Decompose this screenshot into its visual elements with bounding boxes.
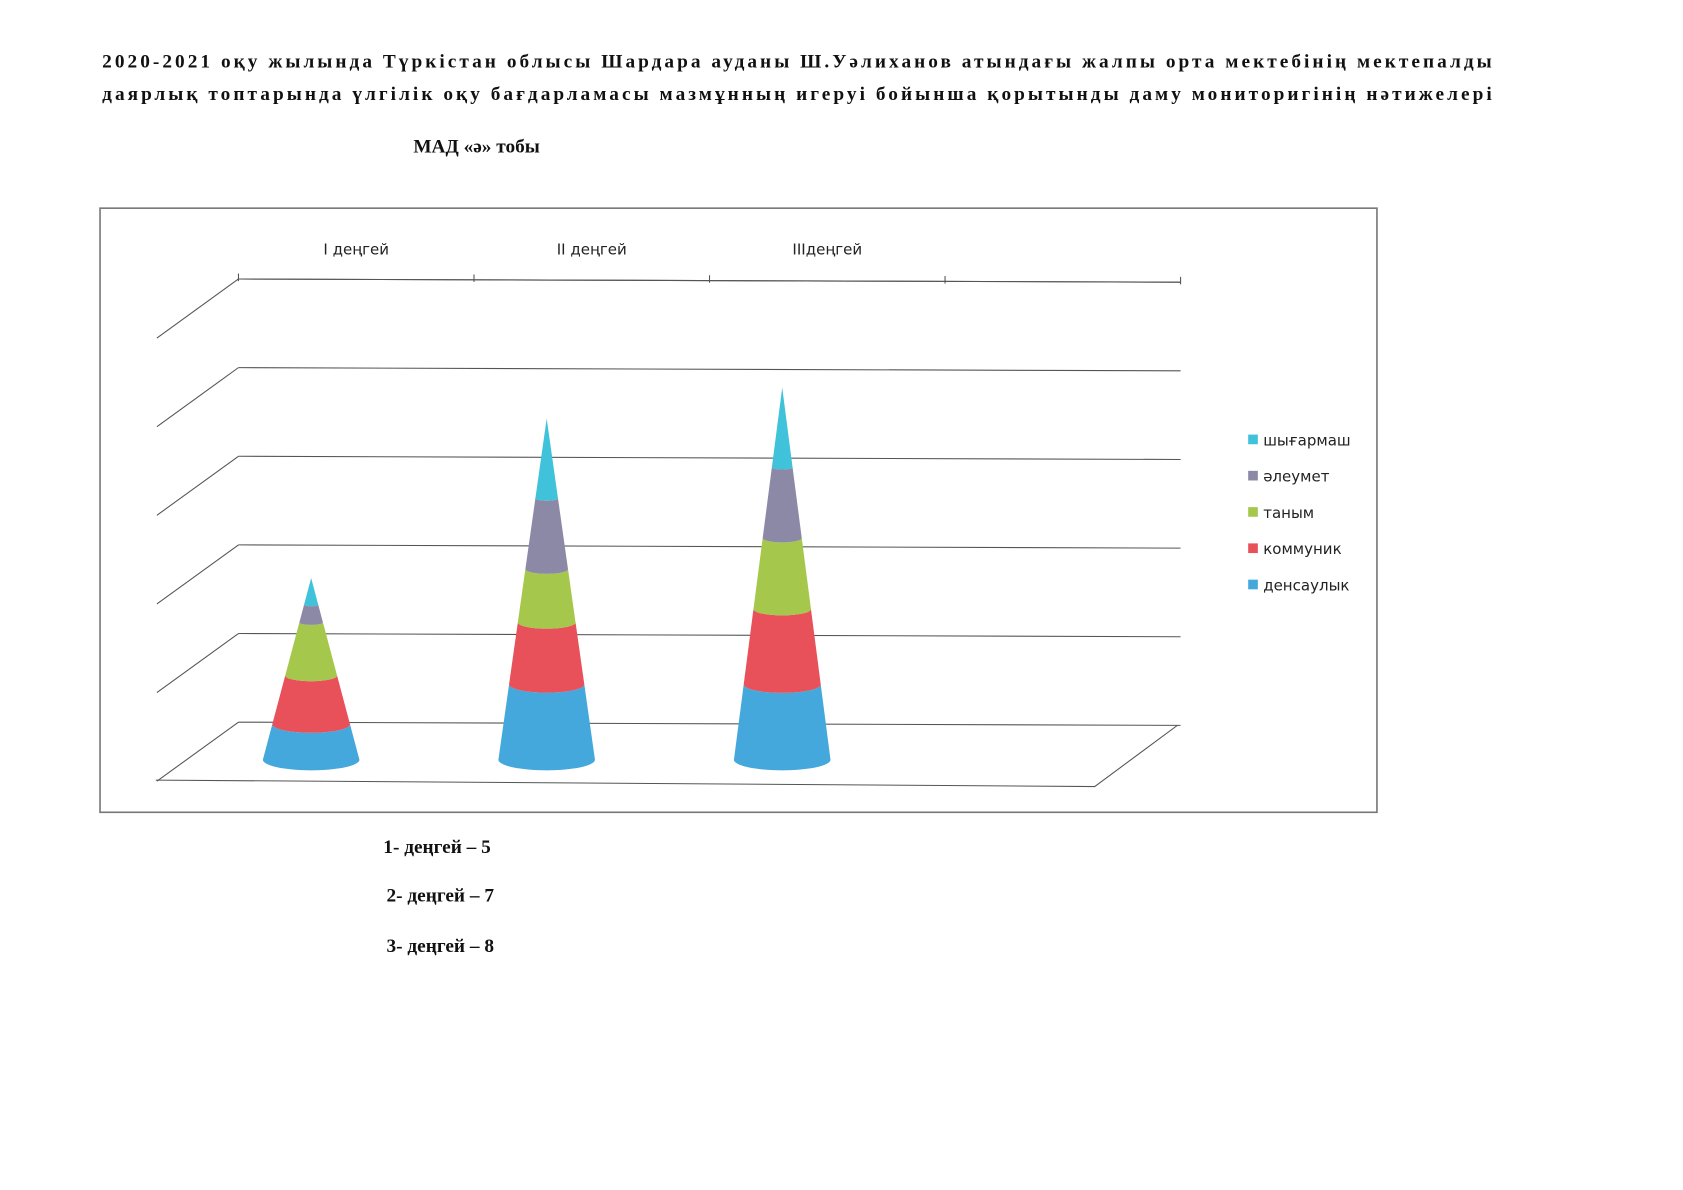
cone-segment [498, 684, 595, 771]
grid-line [156, 633, 239, 693]
legend-label: әлеумет [1263, 468, 1330, 486]
cone-segment [517, 569, 576, 629]
grid-line [156, 721, 239, 782]
title-line: даярлық топтарында үлгілік оқу бағдарлам… [102, 84, 1492, 105]
cone-segment [733, 684, 831, 771]
legend-swatch [1248, 470, 1258, 481]
legend-label: таным [1263, 504, 1314, 522]
grid-line [238, 455, 1181, 461]
x-tick-label: I деңгей [323, 240, 389, 258]
grid-line [238, 544, 1181, 549]
grid-line [156, 367, 239, 428]
cone-segment [771, 387, 793, 470]
cone-segment [285, 622, 338, 682]
grid-line [156, 278, 239, 339]
x-tick-label: IIIдеңгей [792, 240, 862, 258]
cone-segment [272, 675, 351, 733]
grid-line [238, 721, 1181, 726]
grid-line [238, 367, 1181, 372]
legend-swatch [1248, 543, 1258, 554]
cone-segment [299, 604, 323, 625]
grid-line [156, 544, 239, 605]
legend-swatch [1248, 507, 1258, 517]
grid-line [238, 632, 1181, 638]
cone-segment [525, 498, 569, 574]
cone-segment [304, 578, 319, 607]
legend-swatch [1248, 579, 1258, 590]
x-tick-label: II деңгей [557, 240, 627, 258]
legend-label: коммуник [1263, 540, 1341, 558]
cone-segment [753, 538, 811, 616]
legend-label: шығармаш [1263, 431, 1350, 449]
grid-line [156, 455, 239, 516]
cone-segment [509, 622, 585, 693]
chart-frame [99, 207, 1378, 814]
floor-edge [155, 724, 1178, 788]
legend-swatch [1248, 434, 1258, 445]
note: 3- деңгей – 8 [387, 936, 494, 957]
cone-segment [262, 724, 360, 771]
cone-segment [762, 467, 802, 543]
note: 2- деңгей – 7 [387, 885, 495, 906]
cone-segment [535, 418, 558, 501]
note: 1- деңгей – 5 [383, 837, 490, 858]
group-title: МАД «ә» тобы [413, 136, 540, 157]
legend-label: денсаулык [1263, 576, 1349, 594]
cone-segment [743, 609, 821, 693]
title-line: 2020-2021 оқу жылында Түркістан облысы Ш… [102, 52, 1492, 73]
